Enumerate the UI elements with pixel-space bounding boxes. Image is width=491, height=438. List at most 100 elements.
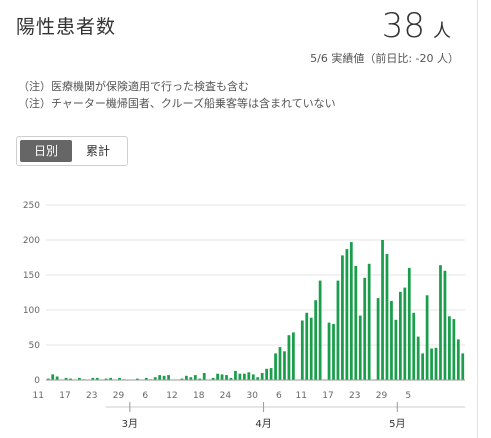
bar	[91, 377, 95, 380]
x-tick-label: 12	[166, 391, 177, 401]
bar	[452, 319, 456, 380]
bar	[234, 370, 237, 380]
bar	[292, 332, 295, 380]
total-count: 38 人	[382, 6, 451, 46]
x-month-label: 3月	[122, 418, 138, 430]
x-tick-label: 29	[113, 391, 125, 401]
note-line: （注）チャーター機帰国者、クルーズ船乗客等は含まれていない	[18, 97, 336, 110]
bar	[394, 319, 398, 380]
tab-cumulative[interactable]: 累計	[86, 144, 111, 158]
date-note: 5/6 実績値（前日比: -20 人）	[310, 52, 459, 65]
bar	[434, 347, 438, 380]
x-tick-label: 6	[142, 391, 148, 401]
bar	[260, 373, 264, 380]
bar	[403, 287, 407, 380]
bar	[309, 317, 313, 380]
bar	[211, 377, 215, 380]
daily-cases-chart: 0 50 100 150 200 250 11 17 23 29 6 12 18 24 30 6 11 17 23 2…	[23, 201, 465, 430]
bar	[430, 348, 433, 380]
bar	[336, 280, 340, 380]
x-tick-label: 17	[59, 391, 70, 401]
bar	[180, 378, 184, 380]
x-tick-label: 5	[405, 391, 411, 401]
x-tick-label: 11	[32, 391, 43, 401]
bar	[64, 377, 68, 380]
bar	[421, 353, 425, 380]
y-tick-label: 150	[23, 271, 40, 281]
bar	[78, 377, 81, 380]
bar	[46, 378, 50, 380]
y-tick-label: 50	[29, 341, 41, 351]
x-month-label: 4月	[255, 418, 271, 430]
bar	[109, 377, 113, 380]
x-tick-label: 30	[246, 391, 258, 401]
bar	[95, 377, 99, 380]
bar	[193, 375, 197, 380]
y-tick-label: 0	[34, 376, 40, 386]
bar	[238, 373, 242, 380]
bar	[416, 336, 420, 380]
bar	[448, 316, 451, 380]
bar	[327, 322, 331, 380]
x-tick-label: 29	[376, 391, 388, 401]
bar	[189, 377, 193, 380]
bar	[278, 347, 282, 380]
bar	[439, 265, 442, 380]
bar	[443, 270, 447, 380]
bar	[269, 368, 273, 380]
bar	[412, 312, 416, 380]
bar	[251, 374, 255, 380]
x-tick-label: 17	[322, 391, 333, 401]
bar	[225, 375, 228, 380]
bar	[363, 277, 367, 380]
x-tick-label: 11	[295, 391, 306, 401]
bar	[354, 265, 358, 380]
bar	[376, 298, 380, 380]
bar	[287, 335, 291, 380]
bar	[407, 268, 411, 380]
x-tick-label: 23	[86, 391, 97, 401]
bar	[153, 377, 157, 380]
note-line: （注）医療機関が保険適用で行った検査も含む	[18, 80, 249, 93]
total-value: 38	[381, 6, 425, 46]
bar	[158, 375, 162, 380]
bar	[345, 249, 349, 380]
bar	[358, 315, 362, 380]
bar	[216, 373, 219, 380]
bar	[398, 291, 402, 380]
bar	[274, 353, 277, 380]
bar	[332, 324, 335, 380]
bar	[256, 377, 260, 380]
bar	[55, 376, 59, 380]
bar	[349, 242, 353, 380]
bar	[229, 377, 233, 380]
bar	[385, 254, 389, 380]
bar	[167, 375, 170, 380]
bar	[461, 353, 465, 380]
bar	[318, 280, 322, 380]
notes: （注）医療機関が保険適用で行った検査も含む （注）チャーター機帰国者、クルーズ船…	[18, 78, 336, 112]
bar	[69, 378, 72, 380]
tab-daily[interactable]: 日別	[20, 140, 73, 162]
x-tick-label: 24	[220, 391, 232, 401]
bar	[185, 375, 188, 380]
bar	[220, 374, 224, 380]
bar	[118, 377, 121, 380]
x-tick-label: 18	[193, 391, 205, 401]
y-tick-label: 100	[23, 306, 40, 316]
bar	[390, 300, 393, 380]
total-unit: 人	[433, 21, 451, 42]
x-tick-label: 23	[349, 391, 360, 401]
x-month-label: 5月	[389, 418, 405, 430]
view-toggle: 日別 累計	[16, 136, 129, 166]
bar	[144, 377, 148, 380]
bar	[104, 378, 108, 380]
bar	[51, 374, 55, 380]
positive-cases-card: 陽性患者数 38 人 5/6 実績値（前日比: -20 人） （注）医療機関が保険…	[16, 0, 478, 438]
card-title: 陽性患者数	[16, 16, 117, 38]
y-tick-label: 200	[23, 236, 40, 246]
bar	[341, 255, 344, 380]
bar	[247, 372, 251, 380]
bar	[283, 351, 286, 380]
bar	[314, 300, 318, 380]
